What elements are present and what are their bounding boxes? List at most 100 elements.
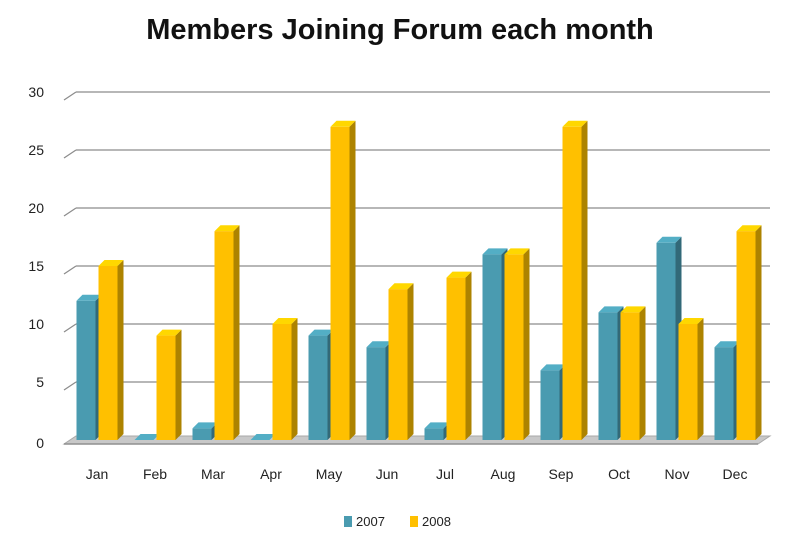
- legend-label: 2007: [356, 514, 385, 529]
- y-tick-label: 20: [28, 200, 44, 216]
- bar-2007-jun: [366, 341, 392, 440]
- bar-2008-oct: [620, 306, 646, 440]
- bar-top: [156, 329, 182, 336]
- y-tick-label: 25: [28, 142, 44, 158]
- bar-top: [562, 120, 588, 127]
- bar-2008-feb: [156, 329, 182, 440]
- x-tick-label: Nov: [665, 466, 690, 482]
- bar-front: [620, 312, 640, 440]
- y-tick-label: 15: [28, 258, 44, 274]
- bar-side: [465, 271, 472, 440]
- bar-side: [291, 318, 298, 440]
- bars: [76, 120, 762, 441]
- bar-top: [598, 306, 624, 313]
- bar-front: [366, 347, 386, 440]
- bar-top: [482, 248, 508, 255]
- bar-front: [272, 324, 292, 440]
- bar-front: [156, 335, 176, 440]
- bar-top: [678, 318, 704, 324]
- x-tick-label: Jan: [86, 466, 109, 482]
- x-tick-label: Aug: [491, 466, 516, 482]
- bar-2007-mar: [192, 422, 218, 440]
- y-tick-label: 5: [36, 374, 44, 390]
- bar-2007-dec: [714, 341, 740, 440]
- bar-front: [446, 277, 466, 440]
- bar-top: [504, 248, 530, 255]
- bar-top: [250, 434, 276, 440]
- bar-front: [192, 428, 212, 440]
- bar-2007-oct: [598, 306, 624, 440]
- bar-top: [656, 236, 682, 243]
- gridline-depth: [63, 323, 77, 333]
- bar-side: [755, 225, 762, 440]
- bar-top: [446, 271, 472, 278]
- bar-top: [366, 341, 392, 348]
- bar-2008-nov: [678, 318, 704, 440]
- bar-top: [98, 260, 124, 266]
- bar-2007-may: [308, 329, 334, 440]
- bar-2008-jun: [388, 283, 414, 440]
- bar-side: [117, 260, 124, 440]
- bar-2008-aug: [504, 248, 530, 440]
- bar-2007-jan: [76, 294, 102, 440]
- x-tick-label: Sep: [549, 466, 574, 482]
- legend-item-2007: 2007: [344, 514, 385, 529]
- bar-top: [620, 306, 646, 313]
- bar-top: [76, 294, 102, 301]
- bar-front: [98, 266, 118, 440]
- bar-2008-may: [330, 120, 356, 441]
- bar-top: [424, 422, 450, 429]
- bar-front: [482, 254, 502, 440]
- gridline-depth: [63, 149, 77, 159]
- legend-label: 2008: [422, 514, 451, 529]
- bar-front: [562, 126, 582, 441]
- gridlines: [62, 91, 772, 445]
- y-tick-label: 30: [28, 84, 44, 100]
- bar-side: [523, 248, 530, 440]
- bar-side: [233, 225, 240, 440]
- bar-2007-aug: [482, 248, 508, 440]
- x-tick-label: Feb: [143, 466, 167, 482]
- bar-front: [736, 231, 756, 440]
- bar-front: [214, 231, 234, 440]
- bar-2008-dec: [736, 225, 762, 440]
- bar-2007-nov: [656, 236, 682, 440]
- x-axis-tick-labels: Jan Feb Mar Apr May Jun Jul Aug Sep Oct Nov Dec: [86, 466, 748, 482]
- bar-2007-apr: [250, 434, 276, 440]
- bar-2008-apr: [272, 318, 298, 440]
- x-tick-label: Oct: [608, 466, 630, 482]
- bar-top: [134, 434, 160, 440]
- bar-side: [349, 120, 356, 441]
- bar-front: [540, 370, 560, 440]
- legend: 2007 2008: [344, 514, 451, 529]
- bar-2008-sep: [562, 120, 588, 441]
- bar-front: [598, 312, 618, 440]
- bar-2008-jul: [446, 271, 472, 440]
- bar-front: [330, 126, 350, 441]
- y-tick-label: 0: [36, 435, 44, 451]
- x-tick-label: Jun: [376, 466, 399, 482]
- bar-front: [714, 347, 734, 440]
- bar-2007-jul: [424, 422, 450, 440]
- y-axis-tick-labels: 0 5 10 15 20 25 30: [28, 84, 44, 451]
- bar-front: [424, 428, 444, 440]
- bar-front: [76, 300, 96, 440]
- x-tick-label: Apr: [260, 466, 282, 482]
- x-tick-label: Dec: [723, 466, 748, 482]
- bar-front: [388, 289, 408, 440]
- bar-side: [697, 318, 704, 440]
- gridline-depth: [63, 91, 77, 101]
- bar-top: [714, 341, 740, 348]
- gridline-depth: [63, 265, 77, 275]
- y-tick-label: 10: [28, 316, 44, 332]
- bar-side: [407, 283, 414, 440]
- bar-2007-sep: [540, 364, 566, 440]
- bar-top: [308, 329, 334, 336]
- legend-swatch: [410, 516, 418, 527]
- bar-side: [581, 120, 588, 441]
- legend-swatch: [344, 516, 352, 527]
- chart-title: Members Joining Forum each month: [146, 14, 654, 46]
- x-tick-label: Mar: [201, 466, 225, 482]
- x-tick-label: Jul: [436, 466, 454, 482]
